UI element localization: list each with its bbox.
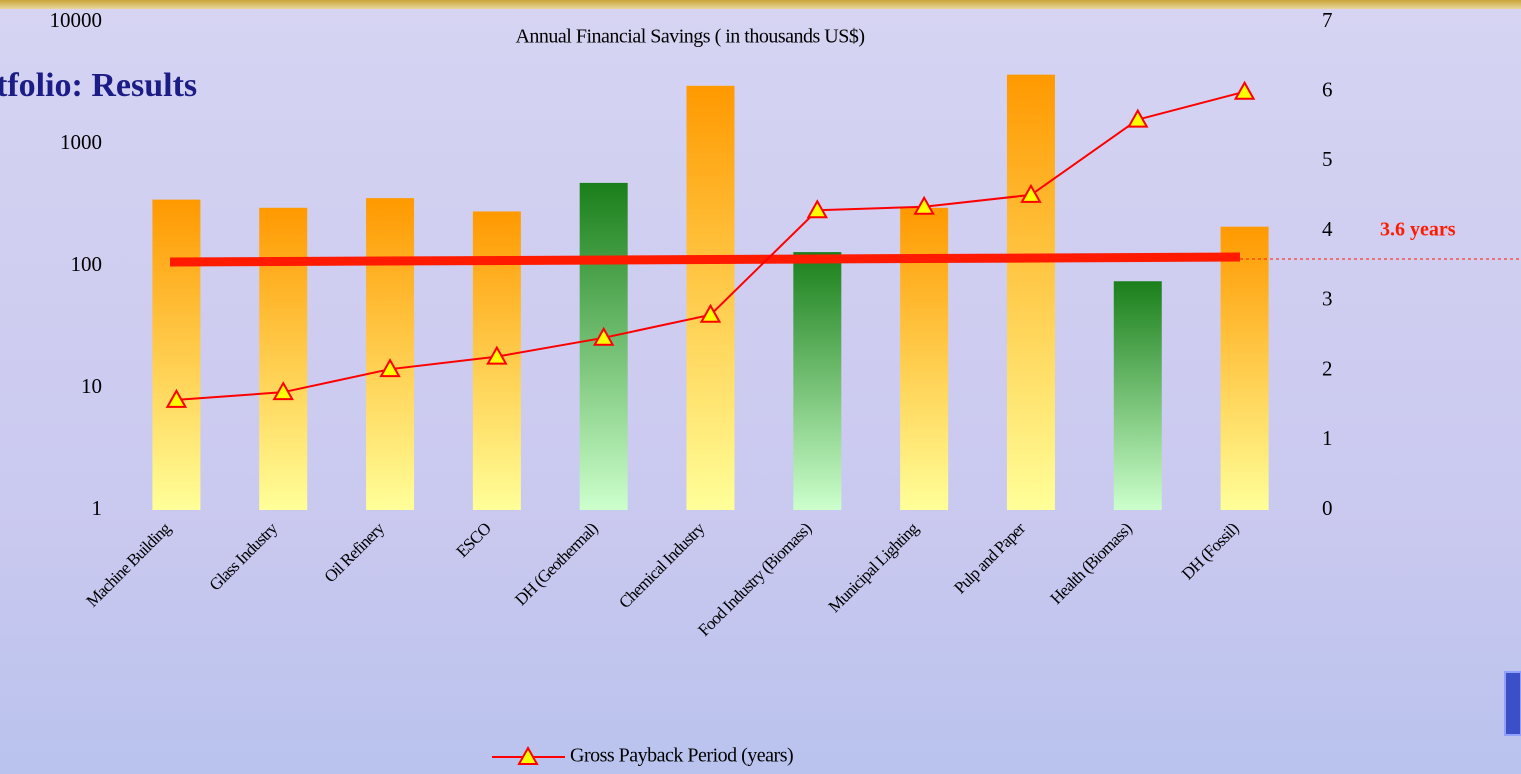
y2-tick-label: 3 [1322, 287, 1333, 311]
nav-button[interactable] [1504, 671, 1521, 736]
bar [1113, 281, 1162, 510]
payback-marker [699, 303, 722, 323]
bar [259, 207, 308, 511]
chart-title: Annual Financial Savings ( in thousands … [515, 26, 864, 48]
payback-marker [379, 358, 401, 378]
bar [793, 252, 842, 510]
bar [1220, 226, 1269, 510]
payback-marker [806, 199, 829, 219]
y2-tick-label: 0 [1322, 496, 1333, 520]
payback-marker [592, 326, 615, 346]
bar [900, 207, 949, 511]
y2-tick-label: 5 [1322, 147, 1333, 171]
y2-tick-label: 1 [1322, 426, 1333, 450]
y-tick-label: 10 [81, 374, 102, 398]
bar [152, 199, 201, 510]
payback-marker [165, 388, 188, 408]
payback-marker [272, 381, 294, 401]
payback-marker [1233, 80, 1256, 100]
payback-marker [1020, 183, 1042, 203]
legend-marker [517, 745, 539, 765]
payback-marker [1127, 108, 1149, 128]
y2-tick-label: 2 [1322, 356, 1333, 380]
bar [366, 198, 415, 510]
bar [579, 182, 628, 511]
bar [1006, 74, 1055, 511]
legend-label: Gross Payback Period (years) [570, 745, 793, 767]
average-line [169, 252, 1241, 267]
y2-tick-label: 6 [1322, 78, 1333, 102]
y-tick-label: 100 [71, 252, 103, 276]
payback-marker [486, 345, 508, 365]
average-label: 3.6 years [1380, 219, 1456, 241]
y-tick-label: 1000 [60, 130, 102, 154]
top-strip [0, 0, 1521, 9]
y-tick-label: 1 [92, 496, 103, 520]
y2-tick-label: 4 [1322, 217, 1333, 241]
y2-tick-label: 7 [1322, 8, 1333, 32]
payback-marker [913, 195, 935, 215]
slide-title: tfolio: Results [0, 67, 197, 104]
y-tick-label: 10000 [50, 8, 103, 32]
